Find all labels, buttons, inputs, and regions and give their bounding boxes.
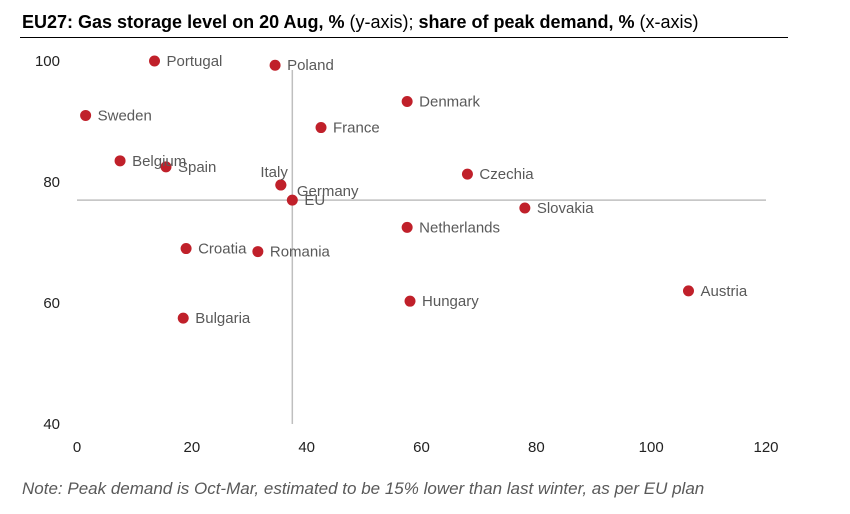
x-tick-label: 100	[639, 439, 664, 456]
data-point-croatia	[180, 243, 192, 255]
data-label-italy: Italy	[260, 164, 288, 181]
x-tick-label: 40	[298, 439, 315, 456]
x-axis-ticks: 0 20 40 60 80 100 120	[73, 439, 779, 456]
data-point-poland	[269, 59, 281, 71]
data-point-germany	[275, 179, 287, 191]
title-bold: EU27: Gas storage level on 20 Aug, %	[22, 12, 345, 32]
y-tick-label: 80	[43, 174, 60, 191]
data-label-hungary: Hungary	[422, 293, 479, 310]
data-point-sweden	[80, 109, 92, 121]
y-tick-label: 100	[35, 53, 60, 70]
data-point-bulgaria	[177, 312, 189, 324]
data-point-czechia	[461, 168, 473, 180]
title-bold-2: share of peak demand, %	[413, 12, 635, 32]
chart-title: EU27: Gas storage level on 20 Aug, % (y-…	[22, 12, 699, 33]
data-label-eu: EU	[304, 192, 325, 209]
data-point-portugal	[149, 55, 161, 67]
data-label-belgium: Belgium	[132, 153, 186, 170]
data-label-germany: Germany	[297, 183, 359, 200]
data-point-hungary	[404, 295, 416, 307]
data-point-netherlands	[401, 221, 413, 233]
data-label-poland: Poland	[287, 57, 334, 74]
data-points	[80, 55, 694, 324]
data-label-romania: Romania	[270, 244, 331, 261]
data-point-austria	[682, 285, 694, 297]
x-tick-label: 0	[73, 439, 81, 456]
y-tick-label: 60	[43, 295, 60, 312]
data-point-slovakia	[519, 202, 531, 214]
x-tick-label: 120	[753, 439, 778, 456]
data-point-denmark	[401, 96, 413, 108]
data-labels: Portugal Poland Denmark Sweden France Belgium…	[98, 53, 748, 327]
data-point-france	[315, 122, 327, 134]
data-label-portugal: Portugal	[167, 53, 223, 70]
data-label-spain: Spain	[178, 159, 216, 176]
x-tick-label: 80	[528, 439, 545, 456]
title-underline	[20, 37, 788, 38]
x-tick-label: 60	[413, 439, 430, 456]
title-x-axis: (x-axis)	[634, 12, 699, 32]
chart-note: Note: Peak demand is Oct-Mar, estimated …	[22, 479, 705, 498]
data-label-czechia: Czechia	[479, 166, 534, 183]
reference-lines	[77, 70, 766, 424]
data-point-belgium	[114, 155, 126, 167]
data-label-austria: Austria	[700, 283, 747, 300]
title-y-axis: (y-axis);	[344, 12, 414, 32]
data-label-sweden: Sweden	[98, 107, 152, 124]
data-label-slovakia: Slovakia	[537, 200, 594, 217]
data-point-eu	[286, 194, 298, 206]
data-point-spain	[160, 161, 172, 173]
data-label-netherlands: Netherlands	[419, 219, 500, 236]
data-label-france: France	[333, 120, 380, 137]
y-tick-label: 40	[43, 416, 60, 433]
data-point-romania	[252, 246, 264, 258]
y-axis-ticks: 40 60 80 100	[35, 53, 60, 433]
data-label-denmark: Denmark	[419, 94, 480, 111]
x-tick-label: 20	[183, 439, 200, 456]
data-label-bulgaria: Bulgaria	[195, 310, 251, 327]
data-label-croatia: Croatia	[198, 241, 247, 258]
